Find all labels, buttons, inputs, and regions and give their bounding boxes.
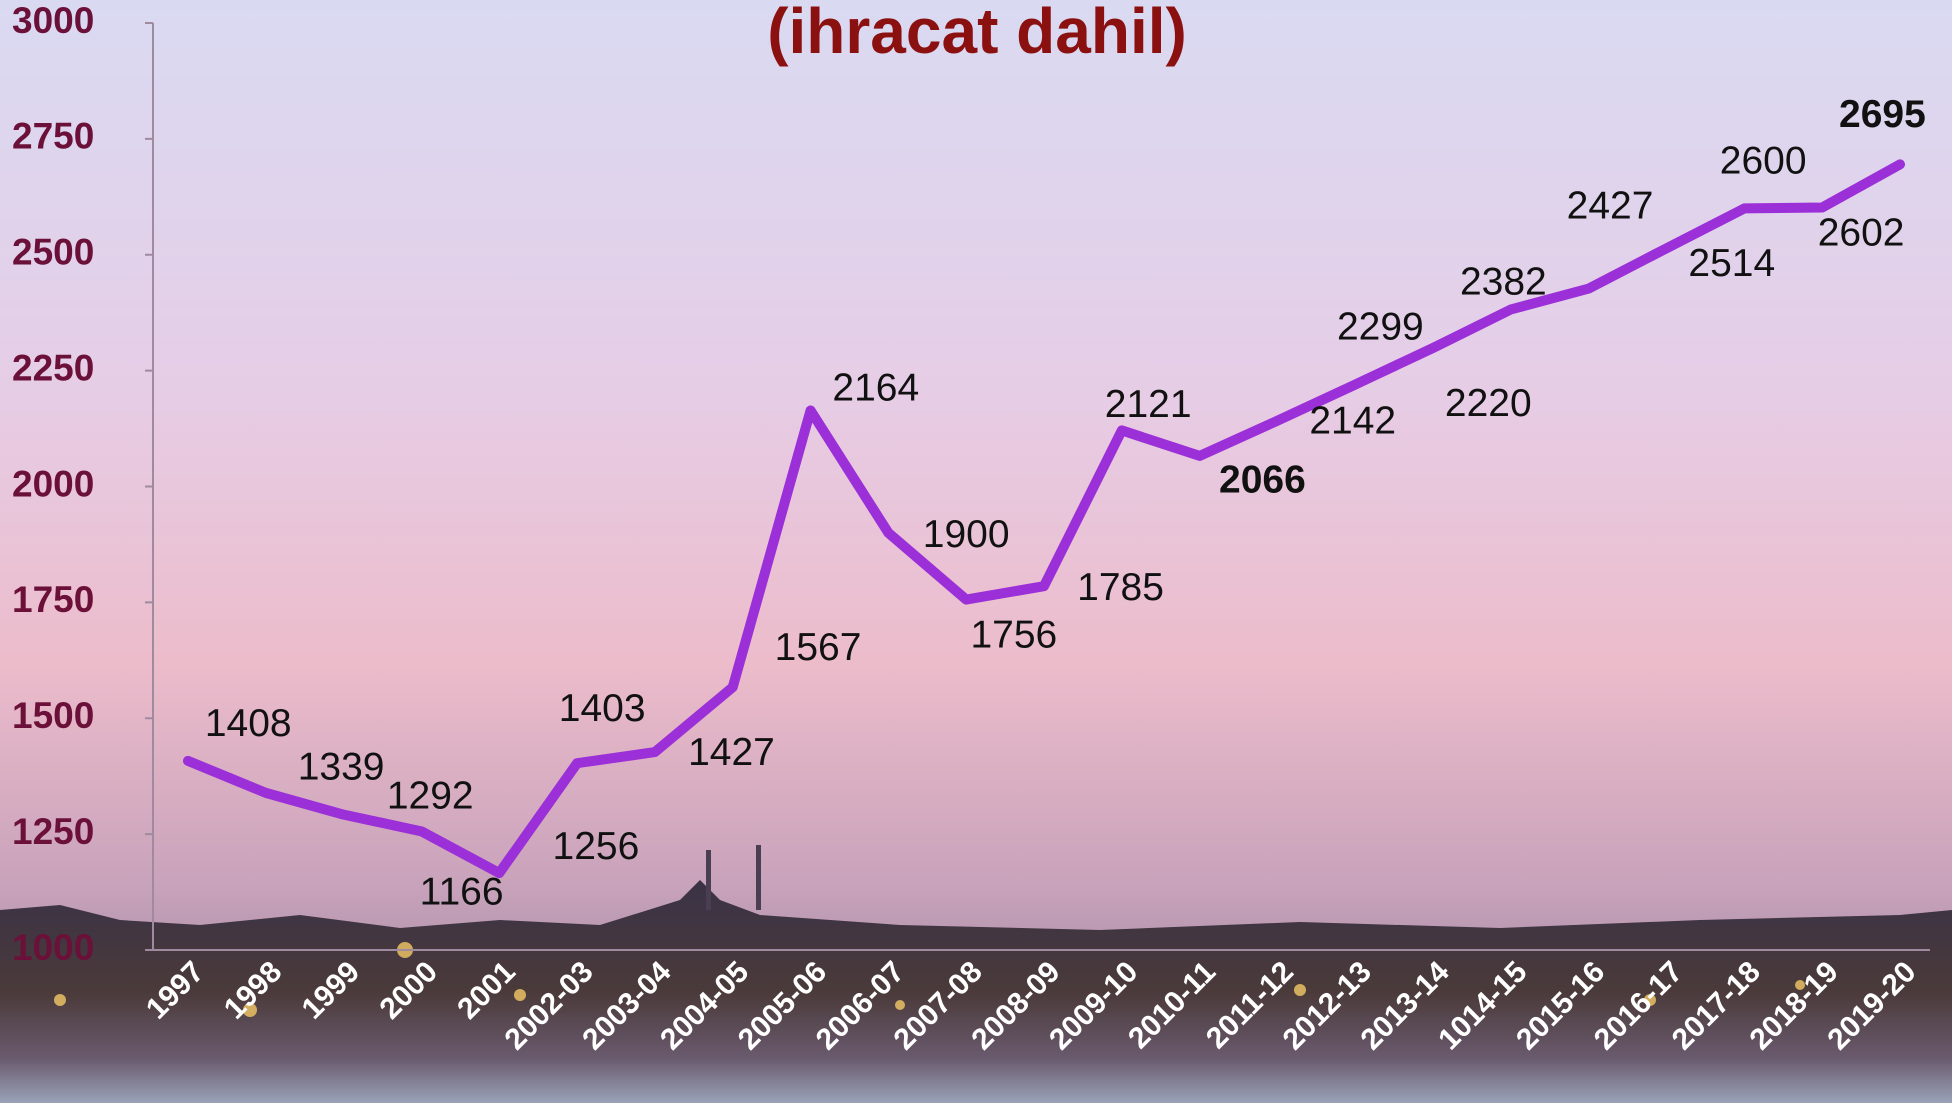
y-tick-label: 1500 <box>12 695 94 736</box>
data-label: 1567 <box>775 626 862 669</box>
minaret <box>706 850 711 910</box>
y-tick-label: 2500 <box>12 232 94 273</box>
y-tick-label: 3000 <box>12 0 94 41</box>
data-label: 1900 <box>923 513 1010 556</box>
data-label: 1427 <box>688 731 775 774</box>
data-label: 1256 <box>553 825 640 868</box>
y-tick-label: 2000 <box>12 463 94 504</box>
data-label: 2164 <box>832 367 919 410</box>
y-tick-label: 1250 <box>12 811 94 852</box>
data-label: 2142 <box>1309 399 1396 442</box>
data-label: 1339 <box>298 745 385 788</box>
data-label: 1403 <box>559 687 646 730</box>
data-label: 2695 <box>1839 93 1926 136</box>
minaret <box>756 845 761 910</box>
data-line <box>183 159 1905 879</box>
y-tick-label: 1750 <box>12 579 94 620</box>
data-label: 2427 <box>1567 185 1654 228</box>
data-label: 1408 <box>205 702 292 745</box>
data-label: 2600 <box>1720 140 1807 183</box>
data-label: 2220 <box>1445 382 1532 425</box>
data-label: 2121 <box>1105 383 1192 426</box>
y-tick-label: 1000 <box>12 927 94 968</box>
data-label: 1292 <box>387 775 474 818</box>
y-tick-label: 2250 <box>12 347 94 388</box>
data-label: 2299 <box>1337 305 1424 348</box>
chart-title: (ihracat dahil) <box>767 0 1187 67</box>
city-skyline <box>0 880 1952 1103</box>
city-lights <box>54 942 1805 1017</box>
data-label: 2514 <box>1688 242 1775 285</box>
data-label: 2382 <box>1460 261 1547 304</box>
data-label: 2066 <box>1219 459 1306 502</box>
data-label: 1756 <box>970 614 1057 657</box>
data-label: 1166 <box>420 871 504 914</box>
y-tick-label: 2750 <box>12 116 94 157</box>
data-label: 1785 <box>1077 566 1164 609</box>
data-label: 2602 <box>1818 211 1905 254</box>
